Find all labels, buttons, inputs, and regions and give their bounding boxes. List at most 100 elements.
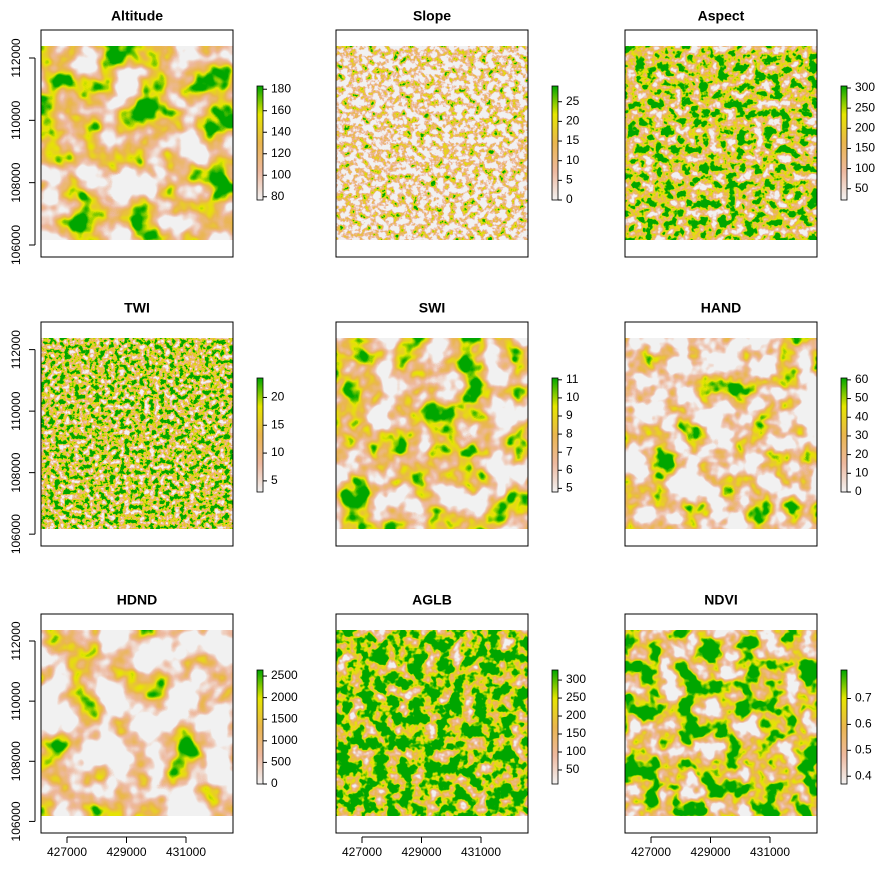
raster	[41, 338, 233, 529]
colorbar-tick-label: 100	[566, 744, 586, 758]
colorbar-tick-label: 10	[271, 445, 285, 459]
x-tick-label: 429000	[106, 845, 146, 859]
colorbar-tick-label: 0.7	[855, 691, 872, 705]
colorbar-tick-label: 250	[855, 100, 875, 114]
panel-title: HDND	[117, 592, 157, 608]
colorbar-tick-label: 2000	[271, 690, 298, 704]
x-tick-label: 431000	[166, 845, 206, 859]
panel-title: AGLB	[412, 592, 452, 608]
colorbar-tick-label: 6	[566, 462, 573, 476]
raster	[625, 46, 817, 240]
colorbar-tick-label: 5	[271, 473, 278, 487]
colorbar	[552, 378, 558, 492]
colorbar-tick-label: 8	[566, 426, 573, 440]
panel-title: Altitude	[111, 8, 163, 24]
x-tick-label: 427000	[47, 845, 87, 859]
y-tick-label: 106000	[9, 801, 23, 841]
raster	[625, 338, 817, 529]
colorbar	[257, 86, 263, 200]
x-tick-label: 429000	[401, 845, 441, 859]
y-tick-label: 112000	[9, 38, 23, 77]
raster	[336, 630, 528, 816]
colorbar-tick-label: 11	[566, 372, 579, 386]
colorbar-tick-label: 5	[566, 481, 573, 495]
colorbar-tick-label: 0.4	[855, 768, 872, 782]
colorbar	[841, 378, 847, 492]
colorbar	[841, 670, 847, 784]
panel-title: TWI	[124, 300, 150, 316]
colorbar-tick-label: 40	[855, 409, 869, 423]
colorbar	[552, 86, 558, 200]
colorbar-tick-label: 120	[271, 146, 291, 160]
colorbar-tick-label: 10	[566, 153, 580, 167]
x-tick-label: 427000	[631, 845, 671, 859]
raster	[336, 46, 528, 240]
colorbar	[552, 670, 558, 784]
panel-title: Aspect	[698, 8, 745, 24]
colorbar-tick-label: 30	[855, 428, 869, 442]
colorbar-tick-label: 150	[855, 141, 875, 155]
y-tick-label: 112000	[9, 621, 23, 660]
colorbar-tick-label: 250	[566, 690, 586, 704]
colorbar-tick-label: 300	[855, 80, 875, 94]
raster	[625, 630, 817, 816]
colorbar-tick-label: 10	[566, 390, 580, 404]
colorbar-tick-label: 140	[271, 124, 291, 138]
y-tick-label: 110000	[9, 681, 23, 720]
colorbar-tick-label: 80	[271, 189, 285, 203]
panel-title: Slope	[413, 8, 451, 24]
colorbar-tick-label: 50	[566, 762, 580, 776]
colorbar-tick-label: 0	[855, 484, 862, 498]
raster	[41, 46, 233, 240]
x-tick-label: 429000	[690, 845, 730, 859]
colorbar-tick-label: 15	[271, 417, 285, 431]
colorbar-tick-label: 50	[855, 391, 869, 405]
colorbar-tick-label: 150	[566, 726, 586, 740]
x-tick-label: 431000	[461, 845, 501, 859]
colorbar-tick-label: 25	[566, 94, 580, 108]
y-tick-label: 110000	[9, 391, 23, 430]
figure: Altitude10600010800011000011200080100120…	[0, 0, 889, 877]
y-tick-label: 106000	[9, 514, 23, 554]
colorbar-tick-label: 20	[271, 390, 285, 404]
colorbar-tick-label: 10	[855, 465, 869, 479]
colorbar-tick-label: 0	[271, 776, 278, 790]
colorbar-tick-label: 15	[566, 133, 580, 147]
colorbar-tick-label: 180	[271, 81, 291, 95]
colorbar-tick-label: 0.6	[855, 717, 872, 731]
colorbar-tick-label: 100	[855, 161, 875, 175]
raster	[41, 630, 233, 816]
y-tick-label: 110000	[9, 100, 23, 139]
x-tick-label: 431000	[750, 845, 790, 859]
colorbar-tick-label: 1000	[271, 733, 298, 747]
colorbar-tick-label: 0.5	[855, 742, 872, 756]
colorbar-tick-label: 9	[566, 408, 573, 422]
x-tick-label: 427000	[342, 845, 382, 859]
colorbar-tick-label: 200	[855, 120, 875, 134]
colorbar-tick-label: 2500	[271, 668, 298, 682]
colorbar-tick-label: 100	[271, 167, 291, 181]
colorbar-tick-label: 5	[566, 173, 573, 187]
colorbar-tick-label: 300	[566, 672, 586, 686]
colorbar-tick-label: 20	[566, 114, 580, 128]
colorbar-tick-label: 200	[566, 708, 586, 722]
y-tick-label: 106000	[9, 225, 23, 265]
raster	[336, 338, 528, 529]
colorbar-tick-label: 160	[271, 103, 291, 117]
colorbar-tick-label: 7	[566, 444, 573, 458]
y-tick-label: 108000	[9, 162, 23, 202]
colorbar-tick-label: 1500	[271, 711, 298, 725]
y-tick-label: 108000	[9, 741, 23, 781]
colorbar-tick-label: 500	[271, 755, 291, 769]
panel-title: NDVI	[704, 592, 737, 608]
colorbar-tick-label: 50	[855, 181, 869, 195]
y-tick-label: 108000	[9, 452, 23, 492]
colorbar	[257, 378, 263, 492]
colorbar-tick-label: 20	[855, 447, 869, 461]
y-tick-label: 112000	[9, 330, 23, 369]
colorbar-tick-label: 60	[855, 372, 869, 386]
colorbar	[841, 86, 847, 200]
colorbar	[257, 670, 263, 784]
panel-title: SWI	[419, 300, 445, 316]
panel-title: HAND	[701, 300, 741, 316]
